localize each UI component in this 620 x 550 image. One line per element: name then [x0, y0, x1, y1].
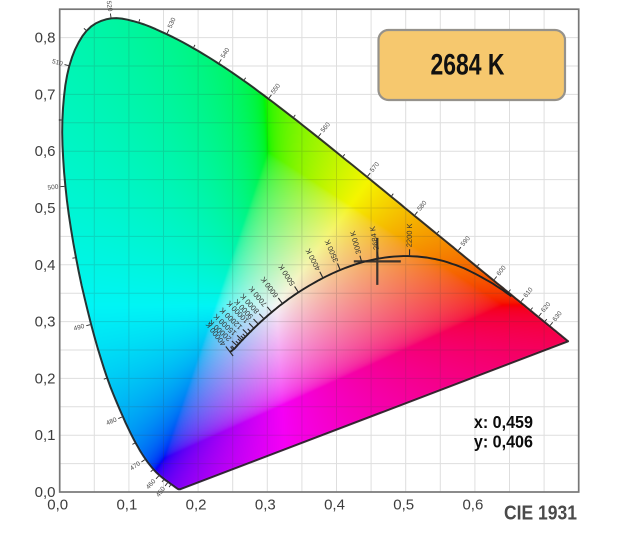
svg-text:0,2: 0,2 — [35, 370, 56, 387]
svg-text:0,0: 0,0 — [47, 497, 68, 514]
svg-text:0,6: 0,6 — [35, 143, 56, 160]
svg-text:510: 510 — [51, 58, 64, 68]
svg-text:470: 470 — [129, 460, 142, 472]
svg-text:2200 K: 2200 K — [405, 223, 414, 247]
svg-text:0,7: 0,7 — [35, 86, 56, 103]
svg-text:2684 K: 2684 K — [368, 226, 381, 251]
svg-text:550: 550 — [270, 82, 282, 95]
svg-text:520: 520 — [105, 0, 114, 12]
svg-text:x: 0,459: x: 0,459 — [474, 412, 533, 432]
svg-text:500: 500 — [47, 184, 59, 192]
svg-text:0,4: 0,4 — [35, 257, 56, 274]
svg-text:0,8: 0,8 — [35, 30, 56, 47]
svg-text:0,3: 0,3 — [35, 314, 56, 331]
svg-text:0,6: 0,6 — [462, 497, 483, 514]
svg-text:0,2: 0,2 — [186, 497, 207, 514]
svg-text:3000 K: 3000 K — [348, 230, 363, 255]
svg-text:480: 480 — [105, 416, 118, 427]
svg-text:460: 460 — [145, 478, 158, 491]
svg-text:610: 610 — [522, 286, 535, 299]
svg-text:620: 620 — [540, 301, 553, 314]
svg-text:0,4: 0,4 — [324, 497, 345, 514]
svg-text:490: 490 — [73, 323, 86, 333]
svg-text:3500 K: 3500 K — [323, 238, 341, 263]
svg-text:y: 0,406: y: 0,406 — [474, 432, 533, 452]
svg-text:0,3: 0,3 — [255, 497, 276, 514]
svg-text:580: 580 — [416, 199, 429, 212]
svg-text:0,1: 0,1 — [35, 427, 56, 444]
svg-text:0,5: 0,5 — [393, 497, 414, 514]
svg-text:600: 600 — [495, 264, 508, 277]
svg-text:4000 K: 4000 K — [304, 247, 323, 272]
svg-text:540: 540 — [220, 46, 232, 59]
svg-text:0,1: 0,1 — [116, 497, 137, 514]
svg-text:530: 530 — [167, 16, 178, 29]
svg-text:5000 K: 5000 K — [276, 263, 297, 288]
svg-text:0,5: 0,5 — [35, 200, 56, 217]
svg-text:450: 450 — [155, 485, 167, 498]
svg-text:630: 630 — [551, 310, 564, 323]
svg-text:0,0: 0,0 — [35, 484, 56, 501]
svg-text:2684 K: 2684 K — [431, 49, 505, 82]
svg-text:CIE 1931: CIE 1931 — [504, 502, 577, 525]
